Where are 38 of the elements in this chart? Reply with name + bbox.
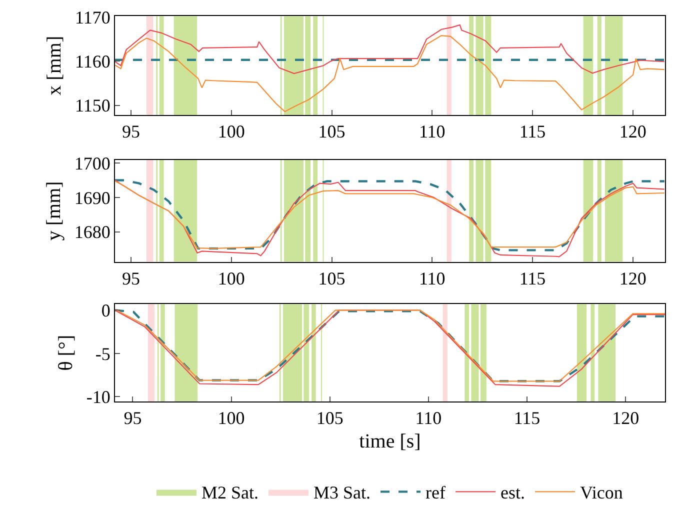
x-tick-label: 115 <box>519 122 546 142</box>
x-tick-label: 95 <box>124 408 142 428</box>
y-tick-label: 0 <box>101 300 110 321</box>
y-tick-label: -10 <box>86 387 110 408</box>
y-tick-label: 1680 <box>74 222 110 242</box>
y-axis-title: θ [°] <box>54 334 77 371</box>
legend-label: M2 Sat. <box>202 482 259 503</box>
x-tick-label: 105 <box>316 408 344 428</box>
x-tick-label: 105 <box>318 268 346 288</box>
x-tick-label: 115 <box>519 268 546 288</box>
legend-label: est. <box>500 482 526 503</box>
x-tick-label: 105 <box>318 122 346 142</box>
y-tick-label: 1150 <box>75 96 110 116</box>
x-tick-label: 95 <box>122 122 140 142</box>
y-tick-label: 1700 <box>74 153 110 174</box>
x-tick-label: 120 <box>619 268 646 288</box>
x-tick-label: 100 <box>218 268 245 288</box>
y-tick-label: -5 <box>95 344 110 364</box>
line-series <box>115 35 665 112</box>
x-axis-title: time [s] <box>359 430 421 453</box>
legend-label: Vicon <box>580 482 623 503</box>
y-tick-label: 1160 <box>75 51 110 72</box>
x-tick-label: 100 <box>218 122 245 142</box>
y-axis-title: x [mm] <box>44 36 66 96</box>
x-tick-label: 110 <box>418 122 446 142</box>
x-tick-label: 110 <box>415 408 442 428</box>
x-tick-label: 110 <box>418 268 446 288</box>
x-tick-label: 115 <box>514 408 540 428</box>
legend-label: M3 Sat. <box>314 482 371 503</box>
line-series <box>115 24 665 74</box>
y-tick-label: 1170 <box>75 7 110 28</box>
legend-label: ref <box>426 482 446 503</box>
y-axis-title: y [mm] <box>42 181 65 241</box>
y-tick-label: 1690 <box>74 188 110 208</box>
x-tick-label: 100 <box>218 408 245 428</box>
x-tick-label: 95 <box>122 268 140 288</box>
x-tick-label: 120 <box>619 122 646 142</box>
x-tick-label: 120 <box>612 408 640 428</box>
